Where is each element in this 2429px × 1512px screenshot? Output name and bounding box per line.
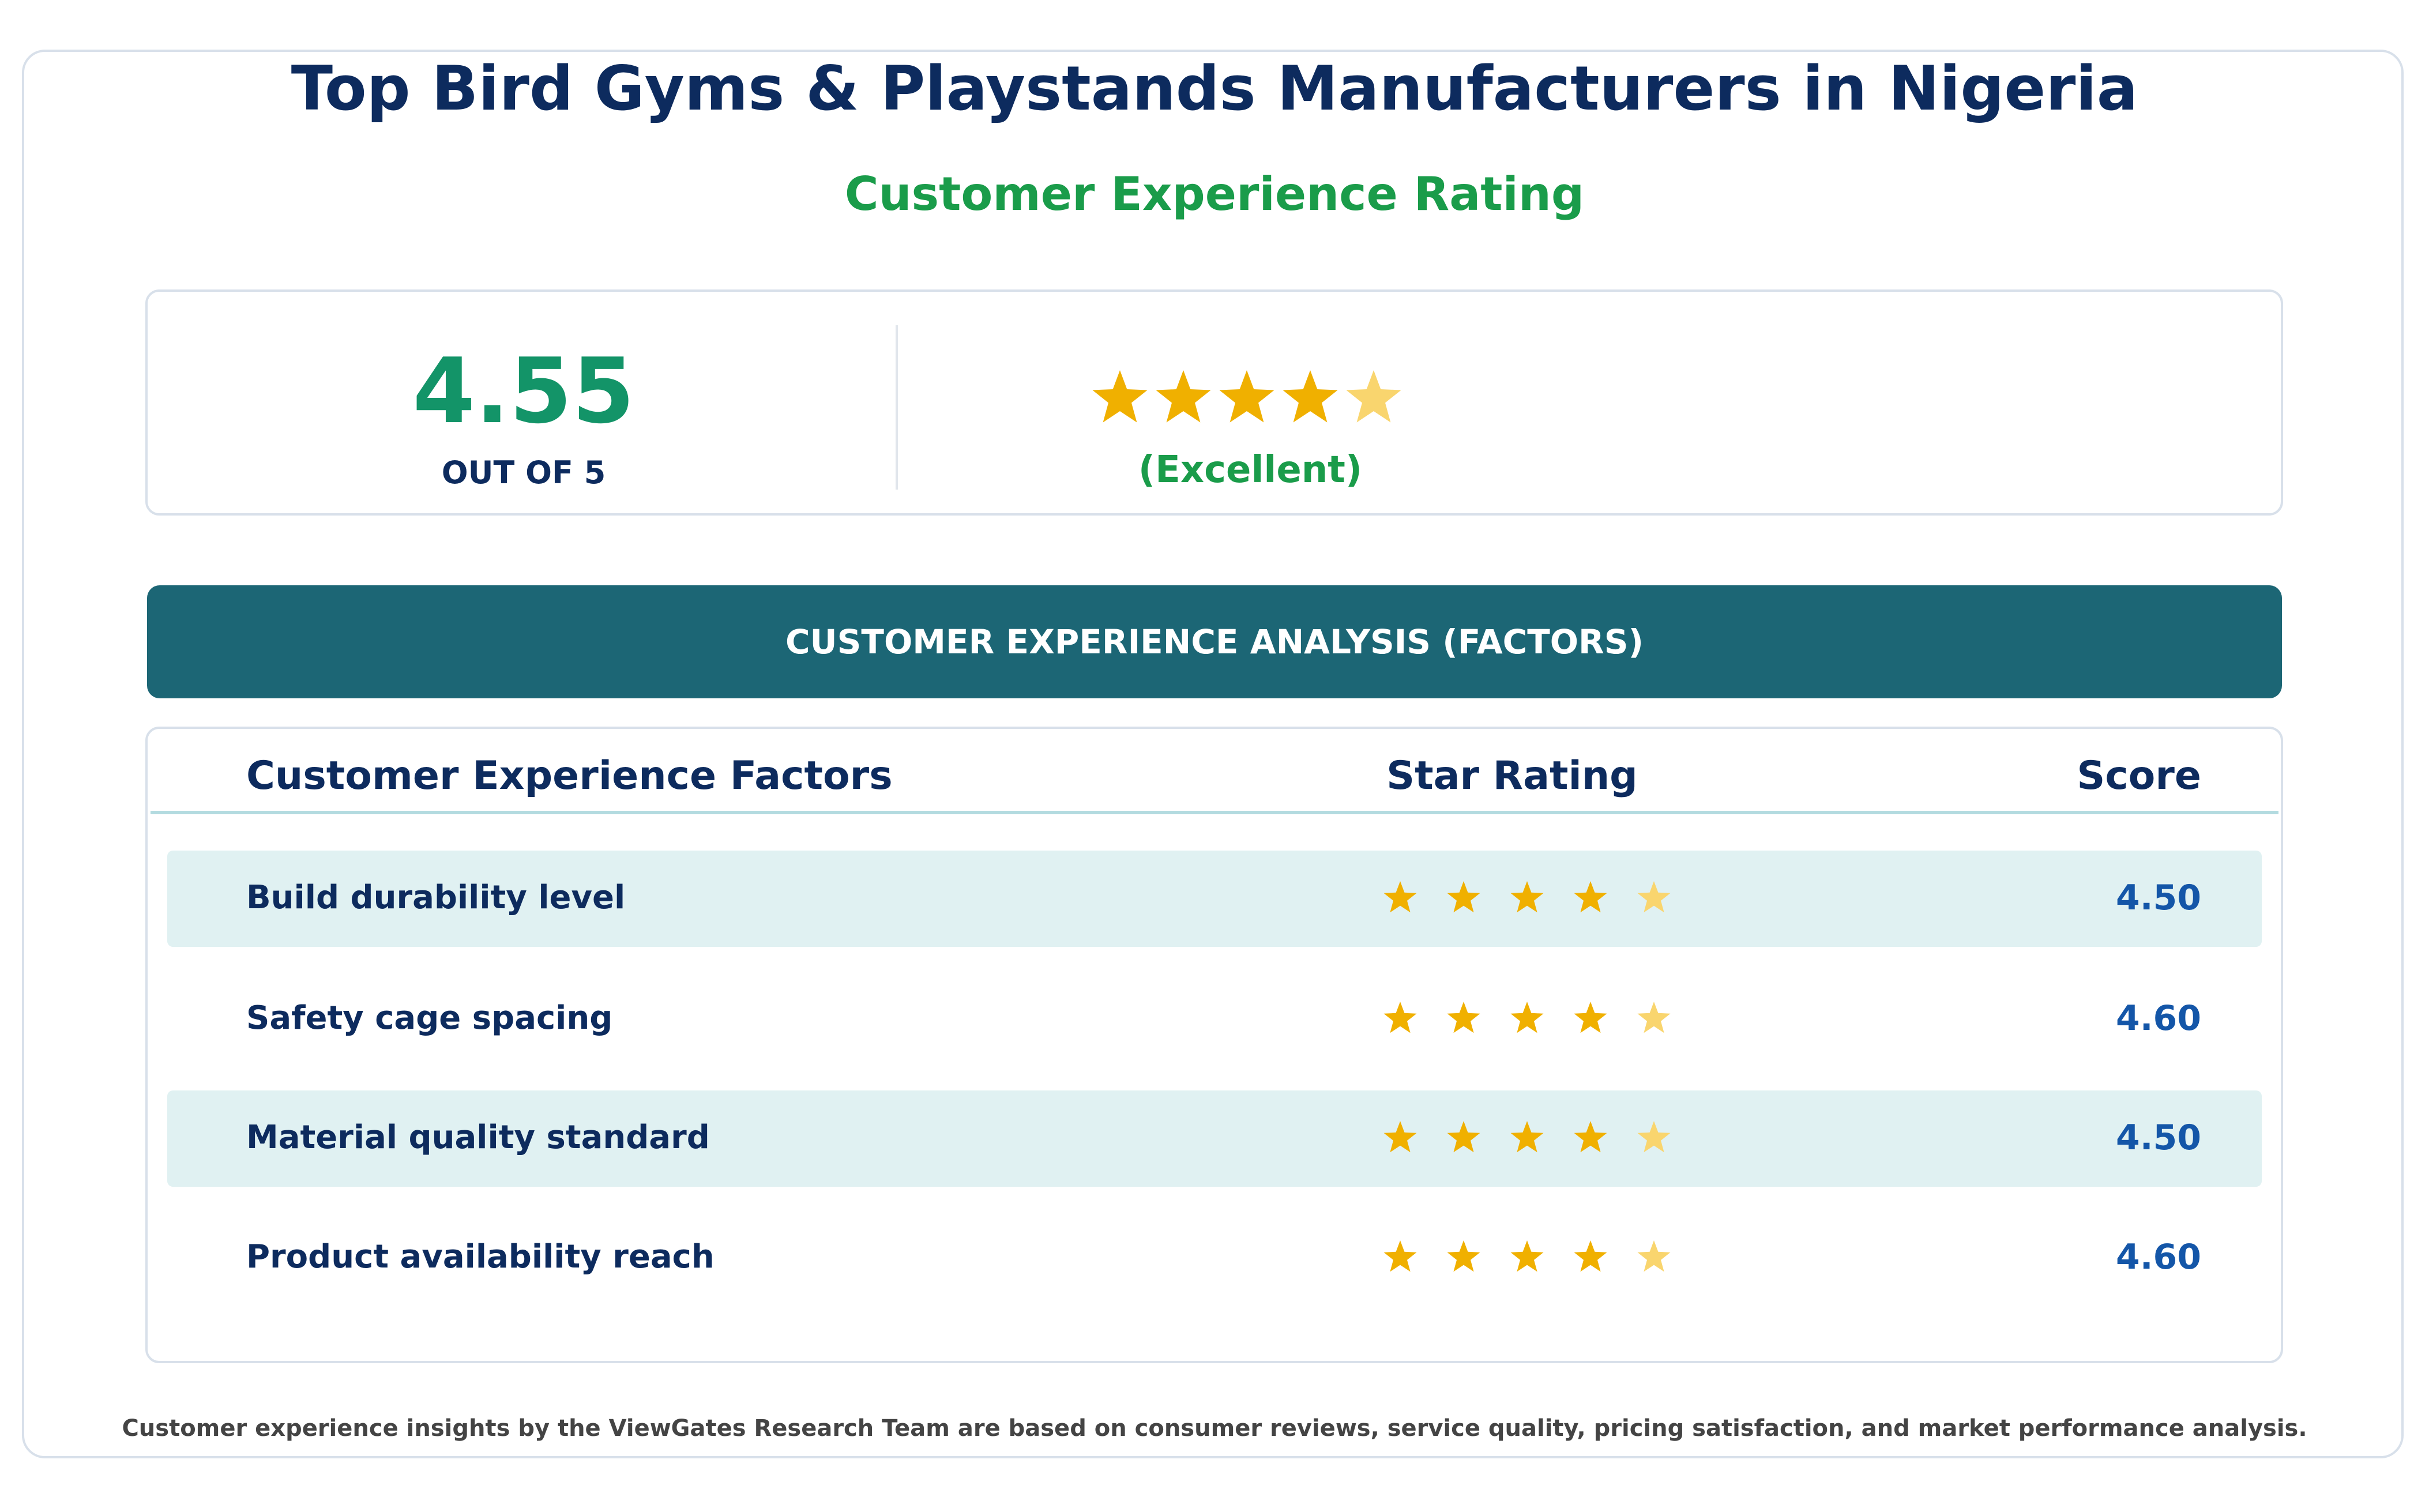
factor-score: 4.60 (2115, 998, 2201, 1039)
star (1219, 370, 1274, 423)
factor-name: Product availability reach (246, 1238, 715, 1276)
star (1574, 1002, 1607, 1033)
star (1574, 881, 1607, 913)
rating-label: (Excellent) (1138, 449, 1363, 491)
star (1574, 1240, 1607, 1272)
factor-score: 4.50 (2115, 1118, 2201, 1158)
factor-score: 4.60 (2115, 1237, 2201, 1277)
star (1637, 1002, 1671, 1033)
star (1383, 881, 1417, 913)
factor-name: Material quality standard (246, 1119, 710, 1156)
column-header: Customer Experience Factors (246, 753, 893, 799)
star (1510, 1240, 1544, 1272)
row-shade (167, 1090, 2262, 1187)
table-box (145, 727, 2283, 1363)
star (1510, 1002, 1544, 1033)
star (1574, 1121, 1607, 1153)
overall-score: 4.55 (412, 338, 635, 443)
star (1637, 1121, 1671, 1153)
star (1637, 1240, 1671, 1272)
star (1447, 1002, 1480, 1033)
star (1383, 1121, 1417, 1153)
factor-name: Build durability level (246, 879, 626, 916)
header-rule (151, 811, 2278, 814)
title: Top Bird Gyms & Playstands Manufacturers… (291, 53, 2138, 124)
star (1637, 881, 1671, 913)
star (1510, 1121, 1544, 1153)
star (1383, 1240, 1417, 1272)
subtitle: Customer Experience Rating (844, 167, 1585, 221)
out-of: OUT OF 5 (441, 454, 606, 491)
factor-name: Safety cage spacing (246, 999, 613, 1037)
column-header: Score (2077, 753, 2201, 799)
star (1447, 1240, 1480, 1272)
star (1346, 370, 1401, 423)
star (1283, 370, 1338, 423)
star (1510, 881, 1544, 913)
factor-score: 4.50 (2115, 878, 2201, 918)
star (1156, 370, 1211, 423)
row-shade (167, 851, 2262, 947)
divider (896, 325, 898, 490)
star (1383, 1002, 1417, 1033)
footer-note: Customer experience insights by the View… (122, 1415, 2307, 1442)
star (1447, 1121, 1480, 1153)
column-header: Star Rating (1386, 753, 1638, 799)
section-banner: CUSTOMER EXPERIENCE ANALYSIS (FACTORS) (147, 585, 2282, 698)
card (22, 50, 2404, 1458)
star (1447, 881, 1480, 913)
summary-box (145, 289, 2283, 516)
star (1092, 370, 1148, 423)
